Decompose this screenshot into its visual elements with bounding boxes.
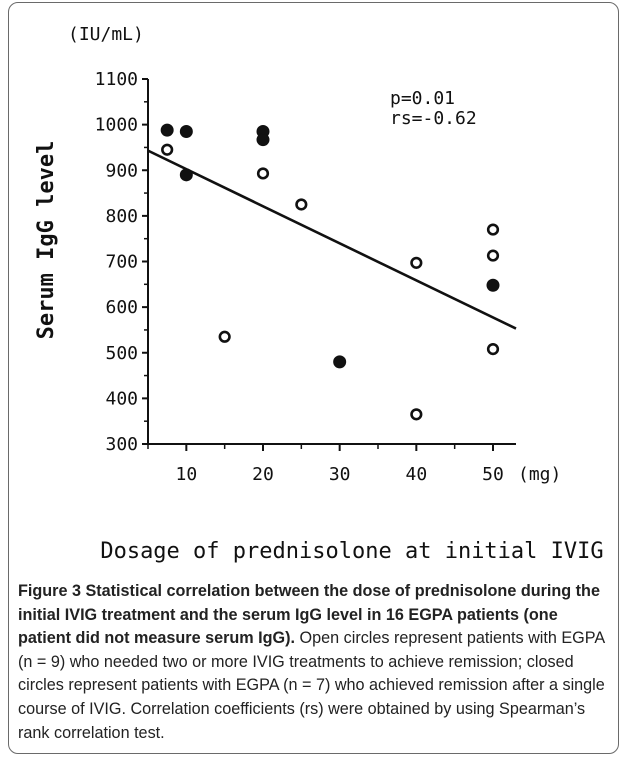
open-circle-point <box>256 167 270 180</box>
x-tick-label: 20 <box>252 464 274 485</box>
closed-circle-point <box>256 133 270 147</box>
caption-title: Statistical correlation between the dose… <box>18 582 600 648</box>
y-tick-label: 1000 <box>95 115 138 136</box>
y-tick-label: 500 <box>105 343 138 364</box>
x-tick-label: 40 <box>405 464 427 485</box>
y-tick-label: 600 <box>105 297 138 318</box>
y-tick-label: 400 <box>105 388 138 409</box>
y-tick-label: 300 <box>105 434 138 455</box>
caption-body: Open circles represent patients with EGP… <box>18 629 605 742</box>
y-tick-label: 800 <box>105 206 138 227</box>
closed-circle-point <box>333 355 347 369</box>
closed-circle-point <box>179 168 193 182</box>
closed-circle-point <box>160 123 174 137</box>
open-circle-point <box>218 330 231 343</box>
x-tick-label: 10 <box>175 464 197 485</box>
open-circle-point <box>486 343 500 356</box>
open-circle-point <box>486 249 500 262</box>
y-axis-title: Serum IgG level <box>34 141 59 340</box>
y-unit-label: (IU/mL) <box>68 24 144 45</box>
caption-label: Figure 3 <box>18 582 81 600</box>
open-circle-point <box>161 143 174 156</box>
open-circle-point <box>410 408 423 421</box>
open-circle-point <box>410 256 423 269</box>
annotation-rs: rs=-0.62 <box>390 108 477 129</box>
regression-line <box>147 149 517 330</box>
x-tick-label: 50 <box>482 464 504 485</box>
x-tick-label: 30 <box>329 464 351 485</box>
open-circle-point <box>486 223 500 236</box>
closed-circle-point <box>486 278 500 292</box>
open-circle-point <box>295 198 308 211</box>
annotation-p-value: p=0.01 <box>390 88 455 109</box>
y-tick-label: 700 <box>105 252 138 273</box>
x-axis-title: Dosage of prednisolone at initial IVIG <box>100 539 603 564</box>
x-unit-label: (mg) <box>518 464 561 485</box>
closed-circle-point <box>179 124 193 138</box>
scatter-chart: (IU/mL) (mg) Serum IgG level Dosage of p… <box>34 24 604 564</box>
figure-caption: Figure 3 Statistical correlation between… <box>18 580 608 745</box>
figure-frame <box>8 2 619 754</box>
y-tick-label: 1100 <box>95 69 138 90</box>
y-tick-label: 900 <box>105 160 138 181</box>
